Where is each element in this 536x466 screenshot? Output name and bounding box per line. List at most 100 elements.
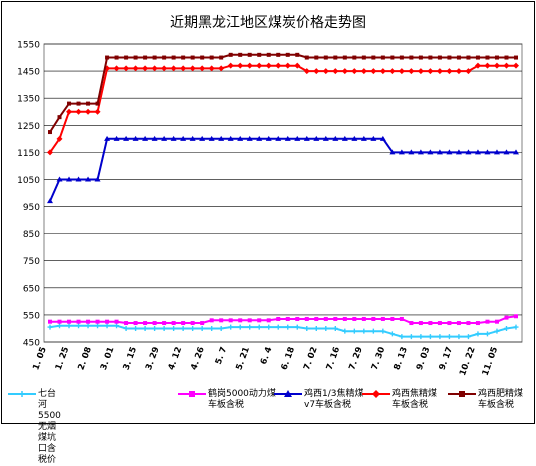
- x-tick-label: 11. 05: [481, 346, 501, 378]
- data-point: [379, 68, 386, 75]
- data-point: [465, 68, 472, 75]
- data-point: [266, 318, 271, 323]
- data-point: [399, 55, 404, 60]
- data-point: [456, 321, 461, 326]
- data-point: [265, 62, 272, 69]
- series-0: [47, 323, 519, 340]
- series-lines: [47, 52, 519, 340]
- data-point: [143, 321, 148, 326]
- data-point: [56, 176, 63, 182]
- legend-swatch-jixi-jiao: [362, 390, 390, 398]
- data-point: [86, 101, 91, 106]
- data-point: [466, 55, 471, 60]
- data-point: [398, 68, 405, 75]
- data-point: [67, 101, 72, 106]
- data-point: [199, 65, 206, 72]
- data-point: [199, 325, 205, 331]
- data-point: [493, 149, 500, 155]
- data-point: [47, 149, 53, 156]
- data-point: [456, 55, 461, 60]
- data-point: [114, 319, 119, 324]
- data-point: [66, 108, 73, 115]
- data-point: [181, 321, 186, 326]
- data-point: [446, 68, 453, 75]
- data-point: [218, 325, 224, 331]
- data-point: [180, 135, 187, 141]
- data-point: [360, 135, 367, 141]
- data-point: [285, 52, 290, 57]
- y-tick-label: 1250: [17, 122, 40, 132]
- data-point: [56, 135, 63, 142]
- data-point: [409, 55, 414, 60]
- data-point: [48, 130, 52, 135]
- data-point: [190, 325, 196, 331]
- data-point: [257, 318, 262, 323]
- data-point: [379, 135, 386, 141]
- data-point: [465, 334, 471, 340]
- data-point: [275, 62, 282, 69]
- data-point: [303, 135, 310, 141]
- data-point: [285, 316, 290, 321]
- data-point: [95, 323, 101, 329]
- x-tick-label: 8. 13: [392, 346, 410, 372]
- data-point: [238, 52, 243, 57]
- x-tick-label: 4. 26: [189, 346, 207, 372]
- data-point: [352, 55, 357, 60]
- data-point: [257, 52, 262, 57]
- data-point: [351, 68, 358, 75]
- data-point: [180, 65, 187, 72]
- x-tick-label: 7. 29: [347, 346, 365, 372]
- data-point: [342, 328, 348, 334]
- data-point: [295, 52, 300, 57]
- data-point: [418, 321, 423, 326]
- data-point: [208, 65, 215, 72]
- data-point: [85, 176, 92, 182]
- data-point: [246, 62, 253, 69]
- data-point: [313, 68, 320, 75]
- data-point: [161, 325, 167, 331]
- chart-title: 近期黑龙江地区煤炭价格走势图: [170, 15, 366, 31]
- x-tick-label: 1. 25: [54, 346, 72, 372]
- data-point: [76, 101, 81, 106]
- data-point: [67, 319, 72, 324]
- data-point: [360, 68, 367, 75]
- x-tick-label: 7. 30: [370, 346, 388, 372]
- data-point: [390, 55, 395, 60]
- y-tick-label: 550: [23, 311, 40, 321]
- legend-swatch-qitaihe: [8, 391, 36, 397]
- data-point: [189, 65, 196, 72]
- data-point: [95, 101, 100, 106]
- data-point: [75, 108, 82, 115]
- series-3: [47, 62, 519, 156]
- data-point: [370, 135, 377, 141]
- data-point: [295, 316, 300, 321]
- data-point: [171, 55, 176, 60]
- data-point: [361, 328, 367, 334]
- data-point: [484, 62, 491, 69]
- data-point: [484, 331, 490, 337]
- x-tick-label: 2. 08: [76, 346, 94, 372]
- data-point: [284, 62, 291, 69]
- data-point: [200, 321, 205, 326]
- legend-label-jixi-13: 鸡西1/3焦精煤v7车板含税: [304, 389, 364, 410]
- data-point: [48, 319, 52, 324]
- data-point: [408, 68, 415, 75]
- data-point: [75, 176, 82, 182]
- data-point: [380, 316, 385, 321]
- data-point: [494, 55, 499, 60]
- data-point: [465, 149, 472, 155]
- data-point: [361, 55, 366, 60]
- data-point: [503, 149, 510, 155]
- x-tick-label: 4. 12: [167, 346, 185, 372]
- x-tick-label: 6. 4: [259, 346, 275, 366]
- data-point: [76, 319, 81, 324]
- data-point: [446, 149, 453, 155]
- data-point: [219, 55, 224, 60]
- data-point: [152, 325, 158, 331]
- data-point: [47, 198, 53, 204]
- data-point: [104, 135, 111, 141]
- data-point: [142, 135, 149, 141]
- data-point: [123, 135, 130, 141]
- data-point: [323, 55, 328, 60]
- y-tick-label: 850: [23, 230, 40, 240]
